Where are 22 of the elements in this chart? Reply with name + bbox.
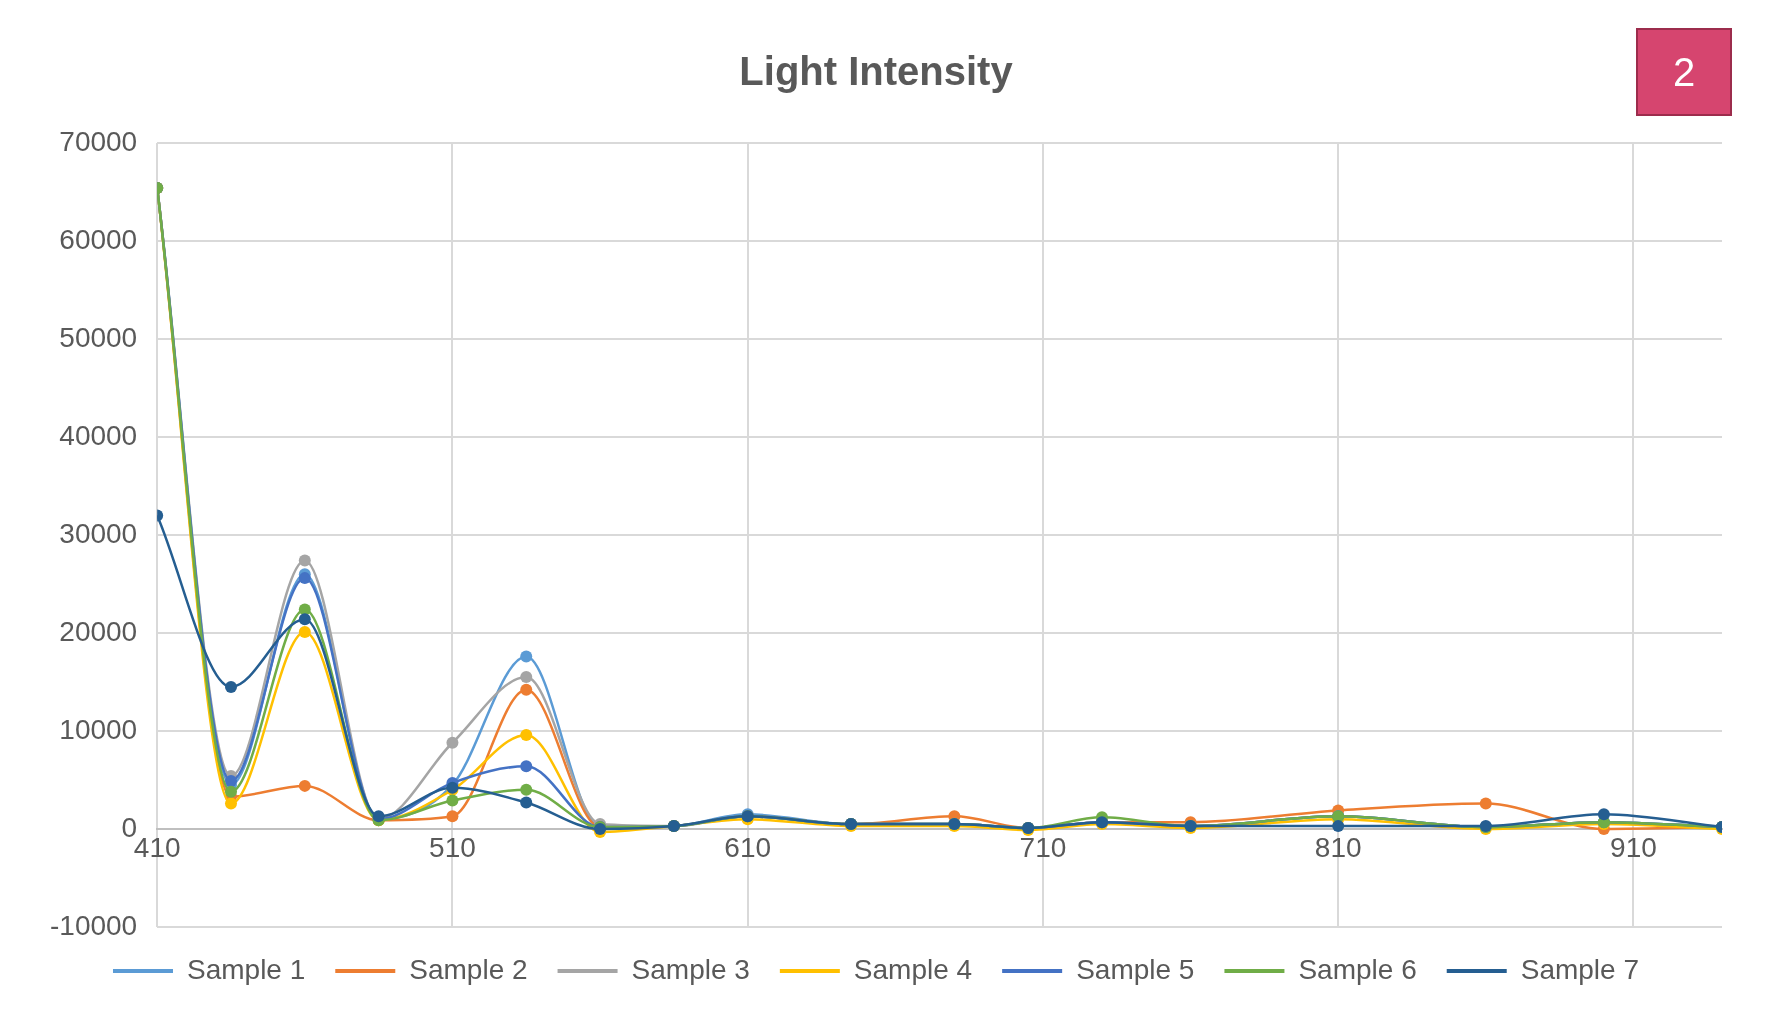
legend-label: Sample 1	[186, 953, 306, 985]
x-tick-label: 610	[724, 831, 772, 863]
x-tick-label: 910	[1610, 831, 1657, 863]
x-tick-label: 710	[1019, 831, 1067, 863]
y-tick-label: 10000	[59, 713, 138, 745]
y-tick-label: 30000	[59, 517, 138, 549]
y-tick-label: 40000	[59, 419, 138, 451]
x-tick-label: 510	[429, 831, 476, 863]
legend-label: Sample 4	[853, 953, 973, 985]
x-tick-label: 810	[1314, 831, 1362, 863]
y-tick-label: 50000	[59, 321, 138, 353]
y-tick-label: 60000	[59, 223, 138, 255]
chart-title: Light Intensity	[739, 49, 1014, 94]
legend-label: Sample 7	[1520, 953, 1640, 985]
legend-label: Sample 2	[409, 953, 528, 985]
y-tick-label: -10000	[50, 909, 138, 941]
text: 2	[1636, 28, 1732, 116]
legend-label: Sample 3	[631, 953, 750, 985]
legend-label: Sample 6	[1298, 953, 1417, 985]
y-tick-label: 70000	[59, 125, 138, 157]
legend-label: Sample 5	[1076, 953, 1195, 985]
y-tick-label: 20000	[59, 615, 138, 647]
